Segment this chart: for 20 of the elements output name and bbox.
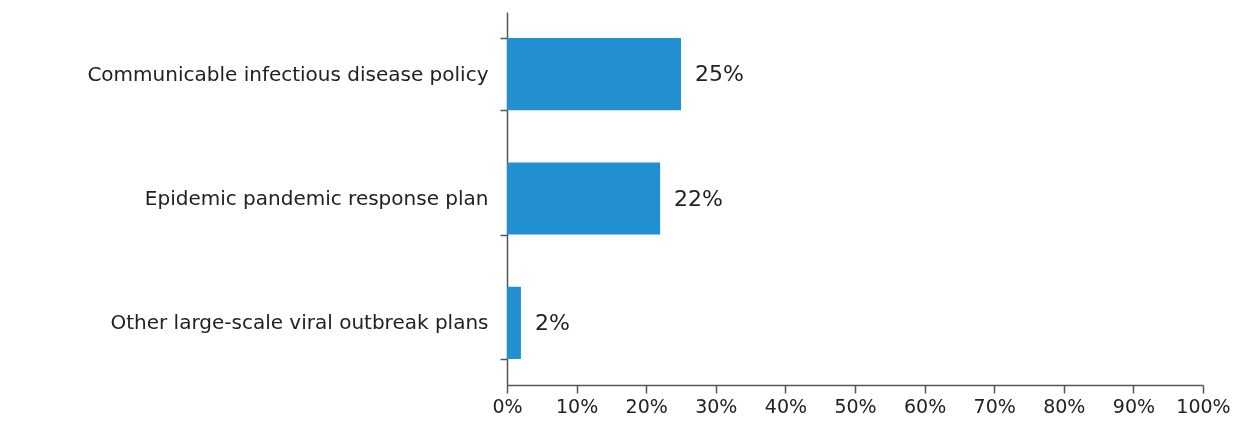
x-tick-label: 40% xyxy=(764,394,808,417)
bar xyxy=(507,38,681,111)
data-label: 25% xyxy=(695,61,744,87)
bar xyxy=(507,286,521,359)
x-tick-label: 90% xyxy=(1112,394,1156,417)
x-tick-label: 20% xyxy=(625,394,668,417)
x-tick-label: 70% xyxy=(973,394,1016,417)
x-tick-label: 60% xyxy=(903,394,947,417)
y-tick-label: Epidemic pandemic response plan xyxy=(144,186,489,210)
bar xyxy=(507,162,661,235)
x-tick-label: 80% xyxy=(1043,394,1086,417)
x-tick-label: 0% xyxy=(492,394,523,417)
x-tick-label: 30% xyxy=(695,394,738,417)
x-tick-label: 100% xyxy=(1176,394,1231,417)
x-tick-label: 10% xyxy=(555,394,599,417)
data-label: 22% xyxy=(674,185,724,211)
y-tick-label: Other large-scale viral outbreak plans xyxy=(110,310,489,335)
data-label: 2% xyxy=(534,309,570,335)
y-tick-label: Communicable infectious disease policy xyxy=(87,61,489,86)
x-tick-label: 50% xyxy=(834,394,877,417)
